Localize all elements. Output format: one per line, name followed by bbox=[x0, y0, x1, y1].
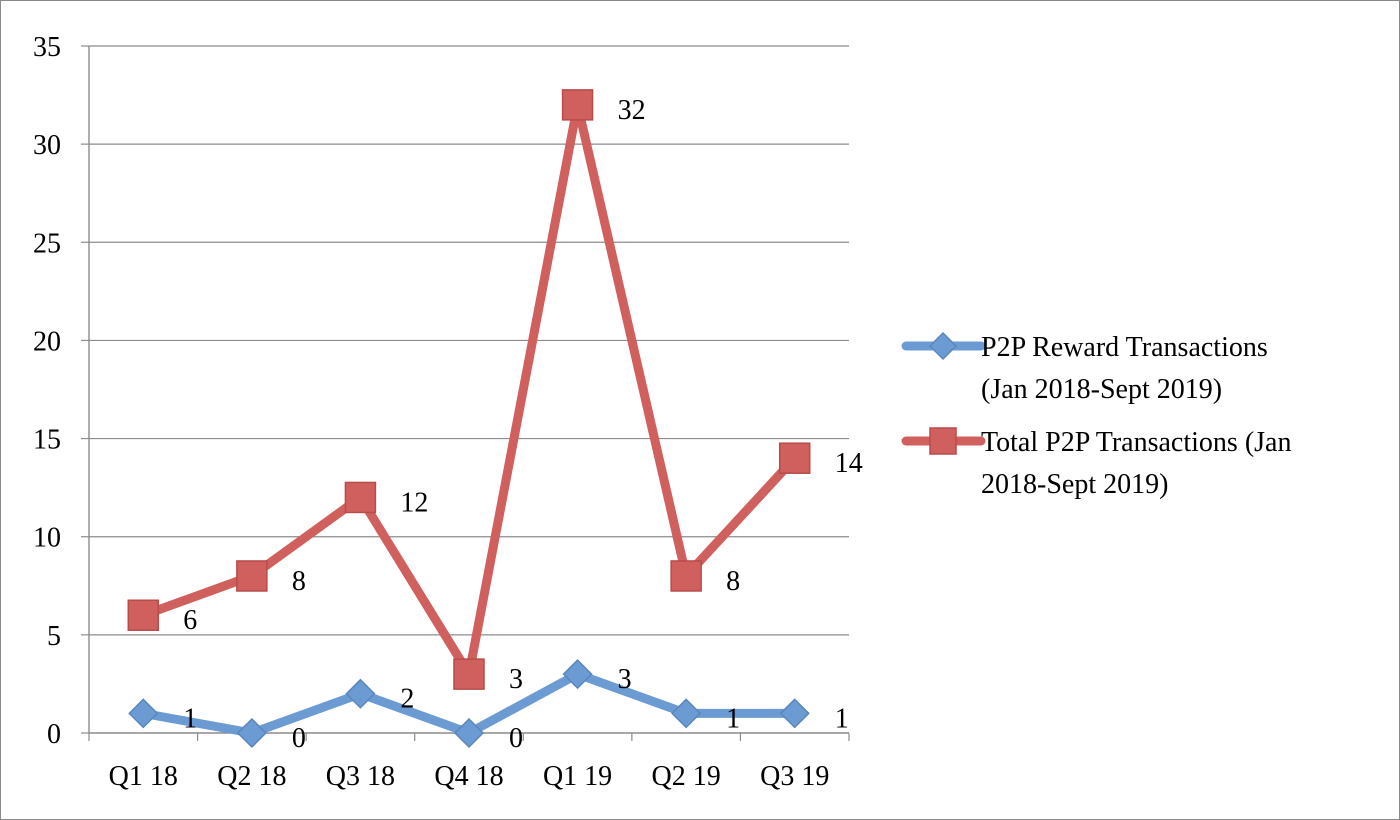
y-tick-label: 10 bbox=[33, 523, 61, 554]
square-marker bbox=[344, 481, 377, 514]
square-marker bbox=[929, 427, 957, 455]
data-label: 8 bbox=[726, 566, 740, 597]
data-label: 3 bbox=[509, 664, 523, 695]
diamond-marker bbox=[562, 659, 593, 690]
data-label: 6 bbox=[183, 605, 197, 636]
y-tick-label: 35 bbox=[33, 32, 61, 63]
diamond-marker bbox=[928, 331, 958, 361]
legend-label: 2018-Sept 2019) bbox=[981, 469, 1168, 500]
diamond-marker bbox=[453, 717, 485, 749]
data-label: 1 bbox=[835, 703, 849, 734]
series bbox=[127, 89, 811, 749]
x-tick-label: Q3 19 bbox=[760, 761, 829, 792]
square-marker bbox=[236, 560, 268, 592]
legend-label: (Jan 2018-Sept 2019) bbox=[981, 374, 1222, 405]
diamond-marker bbox=[671, 698, 702, 729]
y-tick-label: 30 bbox=[33, 130, 61, 161]
data-label: 0 bbox=[292, 723, 306, 754]
data-label: 8 bbox=[292, 566, 306, 597]
data-label: 32 bbox=[618, 95, 646, 126]
data-label: 0 bbox=[509, 723, 523, 754]
data-labels: 6 8 12 3 32 8 14 1 0 2 0 3 1 1 bbox=[183, 95, 862, 754]
diamond-marker bbox=[236, 717, 267, 749]
diamond-marker bbox=[779, 698, 810, 729]
x-tick-label: Q1 19 bbox=[543, 761, 612, 792]
legend-item-reward-transactions: P2P Reward Transactions (Jan 2018-Sept 20… bbox=[901, 331, 1268, 405]
square-marker bbox=[127, 599, 160, 631]
square-marker bbox=[778, 442, 811, 474]
y-tick-label: 15 bbox=[33, 425, 61, 456]
data-label: 12 bbox=[400, 487, 428, 518]
legend-label: P2P Reward Transactions bbox=[981, 332, 1268, 363]
x-tick-label: Q4 18 bbox=[434, 761, 503, 792]
x-tick-label: Q2 19 bbox=[652, 761, 721, 792]
series-total-transactions bbox=[127, 89, 811, 690]
y-tick-label: 20 bbox=[33, 326, 61, 357]
diamond-marker bbox=[128, 698, 159, 729]
data-label: 2 bbox=[400, 684, 414, 715]
x-tick-label: Q2 18 bbox=[217, 761, 286, 792]
square-marker bbox=[670, 560, 702, 592]
data-label: 14 bbox=[835, 448, 863, 479]
square-marker bbox=[561, 89, 594, 121]
data-label: 1 bbox=[726, 703, 740, 734]
legend: P2P Reward Transactions (Jan 2018-Sept 20… bbox=[901, 331, 1291, 500]
legend-item-total-transactions: Total P2P Transactions (Jan 2018-Sept 201… bbox=[901, 427, 1291, 500]
y-tick-label: 0 bbox=[47, 719, 61, 750]
data-label: 3 bbox=[618, 664, 632, 695]
square-marker bbox=[453, 658, 485, 690]
series-reward-transactions bbox=[128, 659, 810, 749]
gridlines bbox=[89, 45, 849, 636]
x-tick-label: Q3 18 bbox=[326, 761, 395, 792]
y-tick-label: 5 bbox=[47, 621, 61, 652]
legend-label: Total P2P Transactions (Jan bbox=[981, 427, 1291, 458]
diamond-marker bbox=[345, 678, 376, 709]
data-label: 1 bbox=[183, 703, 197, 734]
x-tick-label: Q1 18 bbox=[109, 761, 178, 792]
y-tick-label: 25 bbox=[33, 228, 61, 259]
